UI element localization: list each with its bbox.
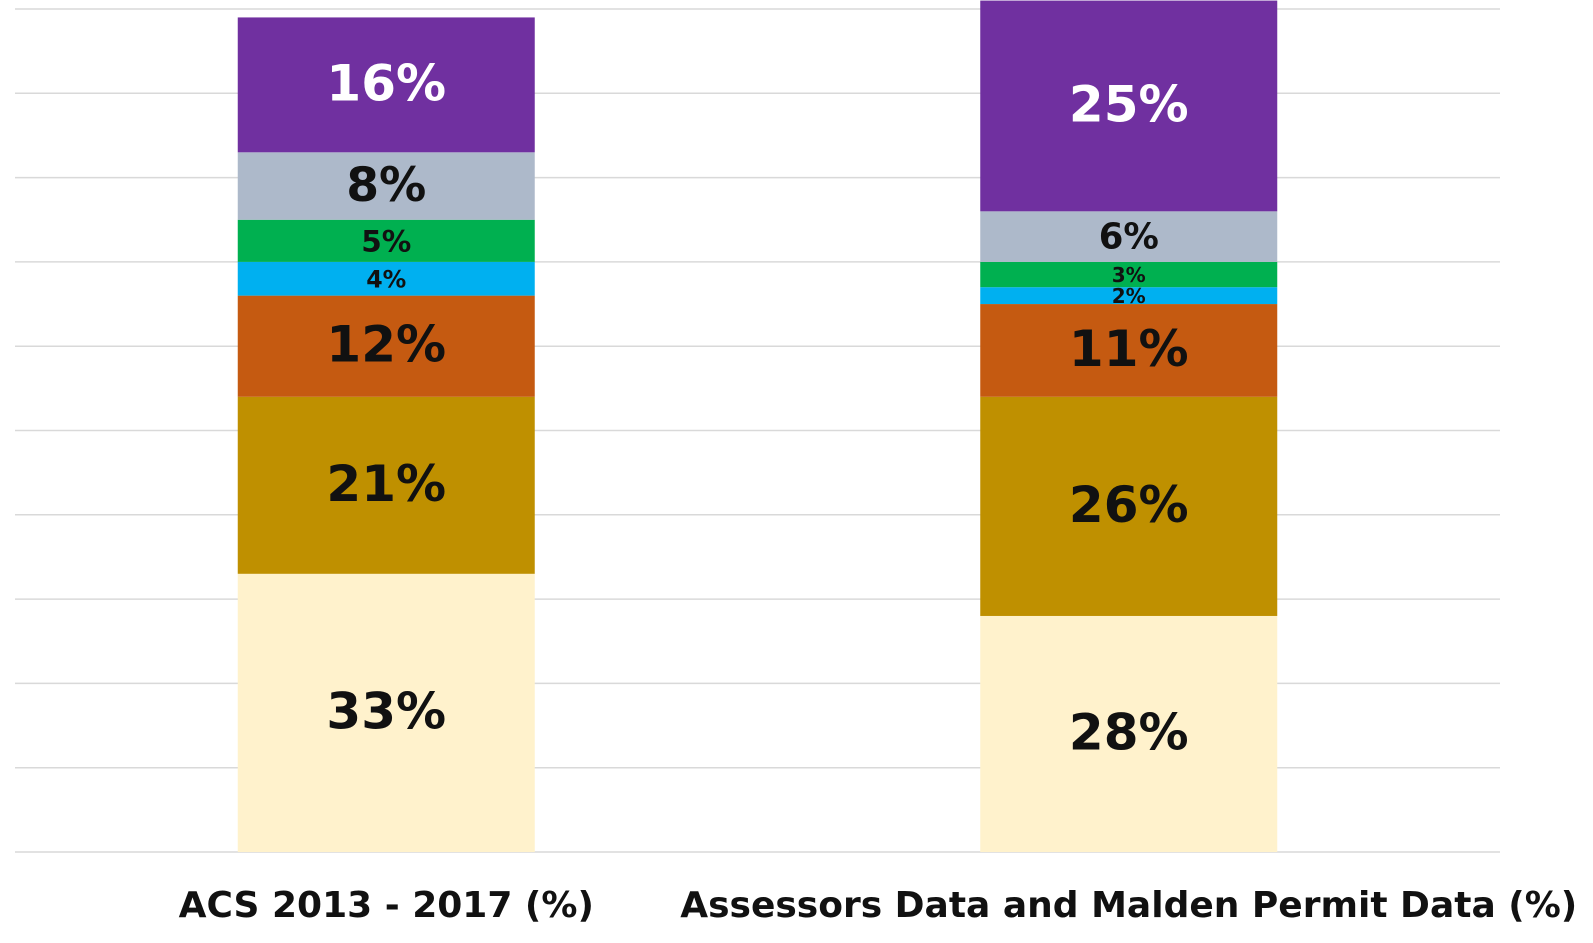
x-tick-label: ACS 2013 - 2017 (%) bbox=[179, 885, 594, 926]
bar-segment bbox=[237, 261, 535, 296]
bar-segment bbox=[980, 304, 1278, 397]
data-label: 5% bbox=[361, 224, 411, 258]
data-label: 12% bbox=[326, 316, 446, 374]
bar-segment bbox=[980, 396, 1278, 616]
data-label: 25% bbox=[1069, 75, 1189, 133]
bar-segment bbox=[980, 615, 1278, 852]
bar-segment bbox=[237, 219, 535, 262]
bar-segment bbox=[980, 0, 1278, 212]
bar-segment bbox=[237, 396, 535, 574]
data-label: 2% bbox=[1112, 284, 1146, 308]
bar-segment bbox=[980, 211, 1278, 262]
data-label: 21% bbox=[326, 455, 446, 513]
data-label: 16% bbox=[326, 54, 446, 112]
bar-segment bbox=[980, 261, 1278, 288]
data-label: 11% bbox=[1069, 320, 1189, 378]
bar-segment bbox=[980, 287, 1278, 305]
data-label: 26% bbox=[1069, 476, 1189, 534]
data-label: 4% bbox=[366, 265, 406, 293]
data-label: 28% bbox=[1069, 703, 1189, 761]
data-label: 33% bbox=[326, 682, 446, 740]
data-label: 6% bbox=[1099, 217, 1159, 258]
data-label: 8% bbox=[346, 158, 426, 213]
bar-segment bbox=[237, 17, 535, 153]
x-tick-label: Assessors Data and Malden Permit Data (%… bbox=[680, 885, 1577, 926]
bar-segment bbox=[237, 573, 535, 852]
bar-segment bbox=[237, 152, 535, 220]
bar-segment bbox=[237, 295, 535, 397]
data-label: 3% bbox=[1112, 263, 1146, 287]
